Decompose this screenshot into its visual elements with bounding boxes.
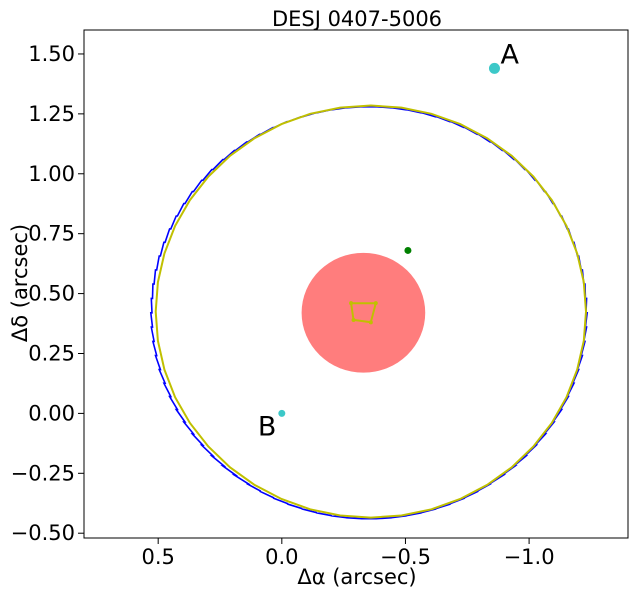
image-point-b (278, 409, 286, 417)
x-tick-label: −1.0 (504, 545, 555, 569)
chart-title: DESJ 0407-5006 (272, 7, 442, 31)
y-tick-label: 1.50 (28, 42, 75, 66)
axes-frame (83, 29, 629, 539)
caustic-vertex (349, 301, 354, 306)
y-tick-label: 1.25 (28, 102, 75, 126)
caustic-vertex (373, 301, 378, 306)
model-curve (154, 104, 588, 519)
y-tick-label: 0.25 (28, 341, 75, 365)
y-tick-label: −0.50 (11, 521, 75, 545)
caustic-vertex (368, 320, 373, 325)
y-tick-label: 0.00 (28, 401, 75, 425)
y-axis-label: Δδ (arcsec) (8, 224, 32, 342)
lens-point (404, 246, 412, 254)
image-label-a: A (500, 39, 519, 70)
image-point-a (488, 62, 500, 74)
source-region (301, 252, 426, 373)
x-axis-label: Δα (arcsec) (297, 565, 416, 589)
plot-area: AB (83, 29, 629, 539)
image-label-b: B (258, 411, 277, 442)
x-tick-label: 0.5 (141, 545, 174, 569)
y-tick-label: 1.00 (28, 162, 75, 186)
y-tick-label: 0.75 (28, 222, 75, 246)
caustic-vertex (351, 317, 356, 322)
axis-ticks: 0.5 0.0 −0.5 −1.0 1.50 1.25 1.00 0.75 0.50 0.25 0.… (11, 42, 555, 569)
y-tick-label: −0.25 (11, 461, 75, 485)
x-tick-label: 0.0 (265, 545, 298, 569)
y-tick-label: 0.50 (28, 282, 75, 306)
x-tick-label: −0.5 (380, 545, 431, 569)
